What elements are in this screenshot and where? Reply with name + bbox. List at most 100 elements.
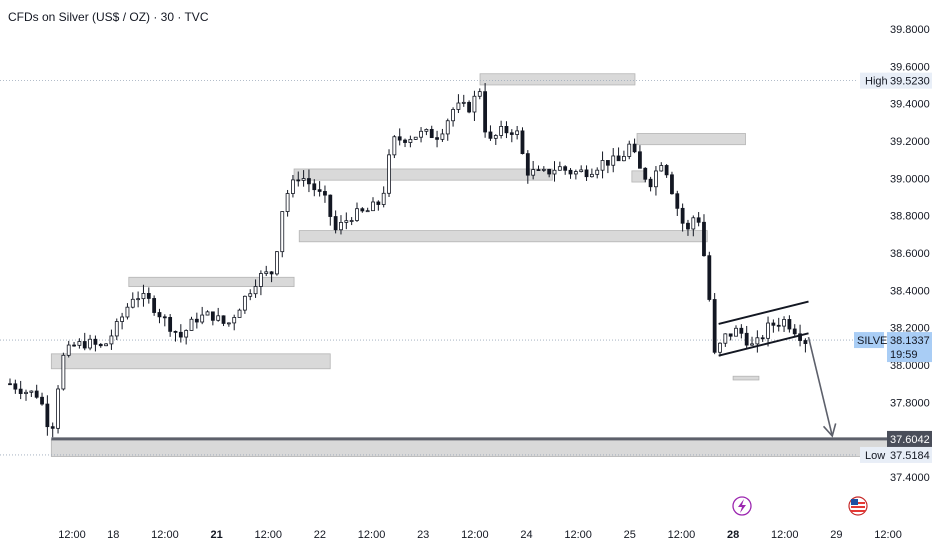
candle-body — [66, 344, 71, 356]
candle-body — [691, 217, 696, 230]
candle-body — [328, 194, 333, 217]
candle-body — [285, 193, 290, 212]
candle-body — [760, 337, 765, 340]
candle-body — [589, 173, 594, 178]
candle-body — [200, 314, 205, 323]
y-tick-label: 39.2000 — [890, 136, 930, 148]
candle-body — [136, 298, 141, 301]
price-axis[interactable]: 39.8000 39.6000 39.4000 39.2000 39.0000 38.80… — [890, 24, 930, 484]
candle-body — [531, 169, 536, 176]
candle-body — [104, 343, 108, 347]
candle-body — [232, 317, 237, 324]
candle-body — [616, 155, 621, 162]
candle-body — [114, 321, 119, 337]
us-flag-event-icon[interactable] — [848, 496, 868, 516]
candle-body — [408, 138, 413, 143]
candle-body — [376, 201, 381, 205]
candle-body — [109, 335, 114, 345]
candle-body — [552, 169, 557, 175]
candle-body — [419, 130, 423, 138]
candle-body — [226, 322, 231, 325]
candle-body — [184, 330, 189, 338]
candle-body — [670, 174, 674, 195]
candle-body — [718, 342, 722, 353]
candle-body — [573, 171, 578, 175]
candle-body — [643, 167, 648, 180]
candle-body — [349, 220, 354, 222]
candle-body — [269, 271, 274, 275]
candle-body — [782, 319, 786, 327]
x-day-label: 25 — [624, 529, 636, 541]
y-tick-label: 38.0000 — [890, 360, 930, 372]
candle-body — [803, 340, 808, 344]
event-markers[interactable] — [732, 496, 868, 516]
candle-body — [34, 390, 39, 398]
candle-body — [595, 169, 600, 175]
candle-body — [333, 216, 338, 231]
zones-layer — [50, 73, 928, 457]
zone-rect — [293, 168, 553, 181]
candle-body — [787, 319, 792, 330]
candle-body — [24, 391, 28, 394]
zone-rect — [50, 353, 331, 370]
candle-body — [205, 311, 210, 316]
candle-body — [536, 169, 541, 172]
x-time-label: 12:00 — [668, 529, 696, 541]
zone-rect — [128, 276, 295, 288]
y-tick-label: 38.6000 — [890, 248, 930, 260]
candle-body — [264, 271, 269, 274]
candle-body — [712, 299, 717, 353]
candle-body — [483, 91, 488, 133]
candle-body — [210, 311, 215, 321]
x-day-label: 21 — [210, 529, 222, 541]
candle-body — [664, 165, 669, 176]
candle-body — [563, 166, 568, 171]
candle-body — [317, 189, 322, 192]
x-time-label: 12:00 — [358, 529, 386, 541]
time-axis[interactable]: 12:00 18 12:00 21 12:00 22 12:00 23 12:00 24 12:00… — [58, 529, 902, 541]
candle-body — [435, 137, 439, 140]
y-tick-label: 39.0000 — [890, 173, 930, 185]
candle-body — [632, 143, 637, 153]
candle-body — [771, 322, 776, 326]
current-price-value: 38.1337 — [890, 335, 930, 347]
candle-body — [8, 383, 12, 386]
candle-body — [755, 337, 760, 345]
candle-body — [525, 153, 530, 176]
candle-body — [654, 170, 658, 188]
candle-body — [360, 208, 365, 212]
low-tag-value: 37.5184 — [890, 450, 930, 462]
candle-body — [568, 169, 573, 175]
candle-body — [125, 306, 130, 318]
candle-body — [178, 331, 183, 338]
y-tick-label: 37.4000 — [890, 472, 930, 484]
x-day-label: 24 — [520, 529, 532, 541]
candle-body — [237, 309, 242, 318]
candle-body — [77, 341, 82, 346]
candle-body — [579, 169, 584, 172]
lightning-event-icon[interactable] — [732, 496, 752, 516]
candle-body — [680, 207, 685, 224]
candle-body — [280, 211, 285, 253]
candle-body — [371, 201, 375, 212]
candle-body — [403, 139, 407, 143]
candle-body — [467, 101, 471, 113]
candle-body — [702, 221, 706, 257]
x-time-label: 12:00 — [461, 529, 489, 541]
high-tag-value: 39.5230 — [890, 76, 930, 88]
candle-body — [162, 316, 167, 319]
low-tag-label: Low — [865, 450, 885, 462]
x-time-label: 12:00 — [874, 529, 902, 541]
candle-body — [152, 298, 157, 313]
candle-body — [189, 318, 194, 331]
candle-body — [40, 396, 44, 405]
drawings-layer — [51, 300, 888, 441]
x-time-label: 12:00 — [771, 529, 799, 541]
high-tag-value-bg — [887, 72, 932, 89]
candle-body — [355, 208, 359, 221]
current-price-countdown: 19:59 — [890, 349, 918, 361]
candle-body — [744, 332, 749, 346]
candle-body — [168, 316, 173, 332]
zone-rect — [636, 133, 746, 146]
